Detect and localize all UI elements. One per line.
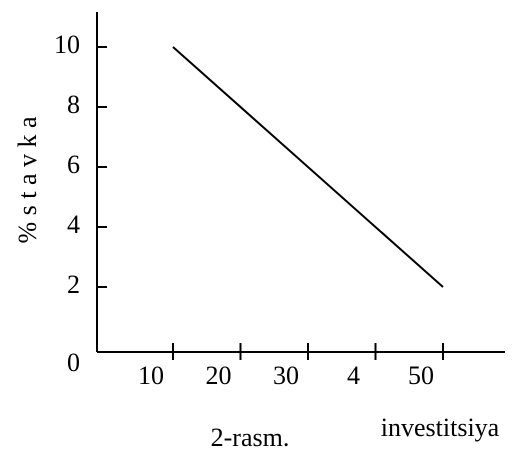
y-tick-label: 10 <box>54 30 80 59</box>
caption: 2-rasm. <box>211 423 290 452</box>
x-tick-label: 4 <box>347 361 360 390</box>
y-axis-label: % s t a v k a <box>13 116 42 244</box>
y-tick-label: 6 <box>67 150 80 179</box>
y-tick-label: 8 <box>67 90 80 119</box>
y-tick-label: 4 <box>67 210 80 239</box>
data-line <box>172 46 444 288</box>
y-tick-label: 2 <box>67 270 80 299</box>
x-tick-label: 50 <box>408 361 434 390</box>
y-tick-label: 0 <box>67 348 80 377</box>
x-axis-label: investitsiya <box>381 413 500 442</box>
x-tick-label: 10 <box>138 361 164 390</box>
x-tick-label: 20 <box>206 361 232 390</box>
x-tick-label: 30 <box>273 361 299 390</box>
